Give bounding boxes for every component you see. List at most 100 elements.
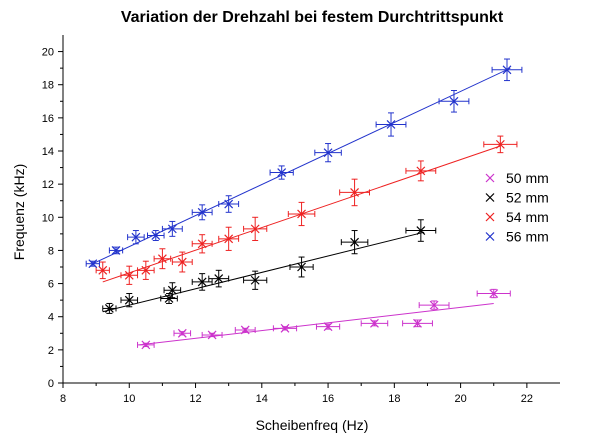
point-marker [224,199,234,209]
data-point [243,216,268,241]
plot-area: 8 10 12 14 16 18 20 22 0 2 4 6 8 10 12 14 16 18 20 [42,35,560,405]
y-tick-label-4: 4 [48,312,54,324]
data-point [218,195,240,213]
y-tick-label-18: 18 [42,80,54,92]
point-marker [323,148,333,158]
data-point [191,234,213,254]
data-point [160,293,178,304]
point-marker [131,232,141,242]
data-point [483,135,518,154]
series-1 [102,219,437,314]
chart-title: Variation der Drehzahl bei festem Durcht… [121,9,504,26]
y-tick-label-12: 12 [42,179,54,191]
x-tick-label-20: 20 [454,393,466,405]
data-point [405,219,437,242]
x-axis-label: Scheibenfreq (Hz) [256,417,369,433]
series-2 [95,135,518,285]
data-point [153,248,172,270]
point-marker [141,265,151,275]
point-marker [177,257,187,267]
data-point [137,260,155,280]
point-marker [370,318,379,328]
point-marker [297,209,306,219]
x-tick-label-12: 12 [189,393,201,405]
data-point [340,230,369,255]
x-tick-label-18: 18 [388,393,400,405]
point-marker [416,166,426,176]
x-tick-label-10: 10 [123,393,135,405]
point-marker [250,275,260,285]
y-tick-label-20: 20 [42,47,54,59]
point-marker [277,168,287,177]
data-point [402,318,433,328]
data-point [201,330,223,340]
data-point [339,178,370,207]
data-point [360,318,389,328]
point-marker [167,224,177,234]
point-marker [240,325,250,335]
point-marker [164,294,174,303]
point-marker [323,322,333,332]
data-point [438,90,470,113]
point-marker [495,139,505,149]
data-point [218,226,240,251]
data-point [491,58,523,82]
y-tick-label-2: 2 [48,345,54,357]
point-marker [489,289,499,298]
point-marker [250,224,260,234]
point-marker [167,285,177,295]
data-point [108,246,124,255]
data-point [85,259,100,269]
data-point [191,204,213,221]
point-marker [104,304,114,313]
data-point [314,143,342,163]
data-point [287,201,316,227]
series-0 [137,288,511,350]
data-point [418,300,450,310]
data-point [191,273,213,291]
legend-marker-0 [485,173,495,183]
legend-label-0: 50 mm [506,170,549,186]
legend-marker-2 [485,212,495,222]
data-point [95,261,110,280]
point-marker [197,239,207,249]
x-tick-label-22: 22 [521,393,533,405]
data-point [375,112,407,137]
point-marker [413,318,422,328]
y-tick-label-6: 6 [48,279,54,291]
point-marker [197,207,207,217]
data-point [269,165,294,180]
y-axis-label: Frequenz (kHz) [11,164,27,260]
x-tick-label-14: 14 [256,393,268,405]
data-point [120,293,139,308]
y-tick-label-16: 16 [42,113,54,125]
point-marker [88,259,98,269]
x-tick-label-16: 16 [322,393,334,405]
point-marker [502,65,512,75]
point-marker [111,246,121,255]
legend-label-1: 52 mm [506,190,549,206]
data-point [243,270,268,290]
point-marker [449,96,459,106]
x-tick-label-8: 8 [60,393,66,405]
point-marker [224,234,234,244]
point-marker [350,237,359,247]
point-marker [124,270,134,280]
legend-label-2: 54 mm [506,209,549,225]
point-marker [280,323,290,333]
point-marker [350,188,359,197]
point-marker [386,120,396,129]
data-point [208,269,230,288]
point-marker [124,295,134,305]
data-point [137,340,155,350]
legend-label-3: 56 mm [506,229,549,245]
series-3 [85,58,523,269]
data-point [234,325,256,335]
data-point [315,322,341,332]
data-point [120,265,139,285]
point-marker [207,330,217,340]
data-point [171,251,193,273]
data-point [289,256,314,278]
y-tick-label-14: 14 [42,146,54,158]
